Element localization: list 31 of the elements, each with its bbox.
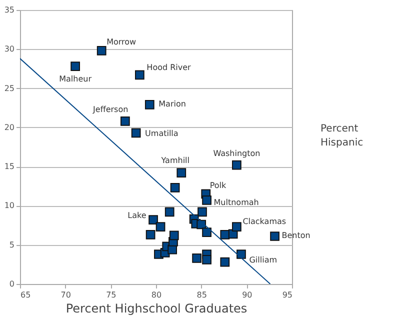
annotation: Yamhill — [160, 156, 190, 165]
annotation: Lake — [128, 210, 146, 220]
annotation: Clackamas — [242, 216, 286, 226]
y-tick-label: 35 — [4, 6, 14, 14]
annotation: Jefferson — [92, 105, 128, 114]
y-tick-label: 25 — [4, 84, 14, 93]
y-tick-label: 10 — [4, 201, 14, 210]
x-tick-label: 95 — [282, 290, 292, 300]
x-axis-title: Percent Highschool Graduates — [66, 302, 248, 316]
annotation: Hood River — [146, 62, 192, 72]
x-tick-label: 65 — [20, 290, 31, 300]
y-tick-label: 15 — [4, 162, 14, 172]
annotation: Polk — [210, 180, 227, 190]
annotation: Washington — [213, 149, 260, 158]
annotation: Morrow — [106, 38, 137, 47]
x-tick-label: 75 — [106, 290, 116, 300]
x-tick-label: 85 — [196, 290, 207, 300]
x-tick-label: 90 — [242, 290, 252, 300]
annotation: Marion — [158, 100, 186, 109]
x-tick-label: 70 — [60, 290, 71, 300]
y-tick-label: 20 — [4, 122, 14, 132]
y-tick-label: 0 — [9, 280, 14, 288]
annotation: Gilliam — [249, 255, 278, 264]
annotation: Umatilla — [145, 128, 178, 138]
y-tick-label: 30 — [4, 44, 14, 54]
annotation: Benton — [282, 231, 310, 240]
y-tick-label: 5 — [9, 240, 14, 250]
x-tick-label: 80 — [151, 290, 162, 300]
y-axis-title: Percent Hispanic — [320, 124, 364, 148]
annotation: Multnomah — [214, 198, 259, 208]
annotation: Malheur — [59, 74, 92, 84]
